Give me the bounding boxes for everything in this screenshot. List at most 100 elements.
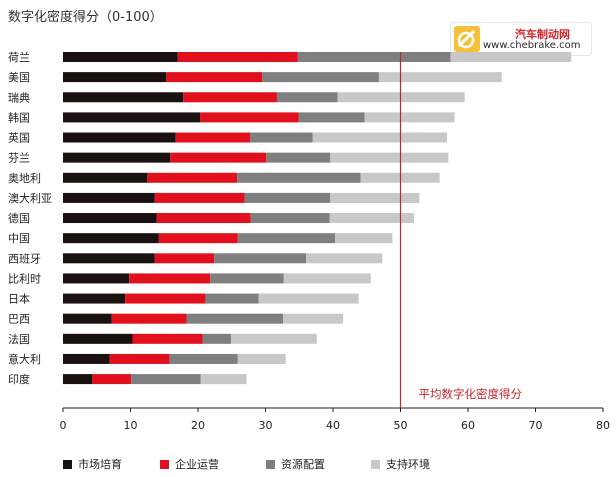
logo-site-name: 汽车制动网 — [515, 28, 570, 41]
average-reference-label: 平均数字化密度得分 — [419, 387, 523, 401]
bar-segment-series-2 — [132, 333, 203, 344]
bar-segment-series-2 — [154, 253, 215, 264]
bar-segment-series-2 — [92, 374, 132, 385]
bar-segment-series-2 — [125, 293, 206, 304]
bar-segment-series-1 — [63, 172, 148, 183]
legend-swatch — [371, 460, 380, 469]
bar-segment-series-3 — [186, 313, 284, 324]
bar-segment-series-4 — [283, 313, 344, 324]
category-label: 巴西 — [8, 313, 30, 326]
bar-segment-series-2 — [200, 112, 299, 123]
x-tick-label: 30 — [259, 419, 273, 432]
category-label: 西班牙 — [8, 252, 41, 265]
bar-segment-series-4 — [330, 152, 449, 163]
bar-segment-series-2 — [154, 192, 245, 203]
category-label: 比利时 — [8, 272, 41, 285]
legend-item: 资源配置 — [266, 456, 325, 472]
bar-segment-series-2 — [183, 92, 277, 103]
bar-segment-series-3 — [266, 152, 331, 163]
bar-segment-series-3 — [250, 213, 330, 224]
category-label: 韩国 — [8, 110, 30, 124]
bar-segment-series-1 — [63, 313, 112, 324]
bar-segment-series-3 — [202, 333, 232, 344]
bar-segment-series-4 — [200, 374, 247, 385]
bar-segment-series-3 — [131, 374, 201, 385]
bar-segment-series-2 — [166, 72, 263, 83]
x-tick-label: 70 — [529, 419, 543, 432]
legend-swatch — [160, 460, 169, 469]
bar-segment-series-3 — [169, 353, 238, 364]
category-label: 奥地利 — [8, 171, 41, 185]
x-tick-label: 10 — [124, 419, 138, 432]
bar-segment-series-1 — [63, 192, 155, 203]
bar-segment-series-4 — [450, 52, 572, 62]
bar-segment-series-1 — [63, 132, 176, 143]
x-tick-label: 0 — [60, 419, 67, 432]
legend-item: 市场培育 — [63, 456, 122, 472]
x-tick-label: 50 — [394, 419, 408, 432]
category-label: 印度 — [8, 372, 30, 386]
bar-segment-series-3 — [276, 92, 338, 103]
bar-segment-series-2 — [147, 172, 238, 183]
bar-segment-series-3 — [210, 273, 284, 284]
bar-segment-series-4 — [337, 92, 465, 103]
bar-segment-series-2 — [177, 52, 298, 62]
chart-title: 数字化密度得分（0-100） — [8, 10, 163, 25]
bar-segment-series-3 — [205, 293, 259, 304]
x-tick-label: 60 — [461, 419, 475, 432]
legend-label: 企业运营 — [175, 458, 219, 471]
bar-segment-series-4 — [378, 72, 502, 83]
bar-segment-series-4 — [312, 132, 448, 143]
bar-segment-series-3 — [244, 192, 331, 203]
bar-segment-series-1 — [63, 92, 184, 103]
legend-label: 市场培育 — [78, 458, 122, 471]
x-tick-label: 40 — [326, 419, 340, 432]
category-label: 英国 — [8, 131, 30, 145]
bar-segment-series-4 — [258, 293, 359, 304]
bar-segment-series-1 — [63, 152, 171, 163]
bar-segment-series-3 — [249, 132, 313, 143]
category-label: 法国 — [8, 332, 30, 346]
bar-segment-series-2 — [111, 313, 187, 324]
bar-segment-series-3 — [214, 253, 306, 264]
bar-segment-series-3 — [262, 72, 379, 83]
category-label: 美国 — [8, 71, 30, 84]
bar-segment-series-2 — [158, 233, 238, 244]
bar-segment-series-4 — [330, 192, 420, 203]
bar-segment-series-4 — [306, 253, 383, 264]
bar-segment-series-4 — [335, 233, 393, 244]
legend-item: 支持环境 — [371, 456, 430, 472]
bar-segment-series-2 — [129, 273, 211, 284]
bar-segment-series-4 — [231, 333, 317, 344]
bar-segment-series-1 — [63, 213, 157, 224]
x-tick-label: 80 — [596, 419, 610, 432]
bar-segment-series-1 — [63, 253, 155, 264]
brake-icon — [454, 26, 480, 52]
bar-segment-series-2 — [109, 353, 170, 364]
bar-segment-series-4 — [329, 213, 414, 224]
bar-segment-series-3 — [237, 233, 336, 244]
category-label: 荷兰 — [8, 51, 30, 64]
chebrake-logo: 汽车制动网 www.chebrake.com — [450, 22, 592, 56]
bar-segment-series-1 — [63, 233, 159, 244]
bar-segment-series-2 — [156, 213, 251, 224]
category-label: 澳大利亚 — [8, 191, 52, 205]
bar-segment-series-1 — [63, 293, 126, 304]
category-label: 芬兰 — [8, 152, 30, 165]
bar-segment-series-1 — [63, 72, 167, 83]
legend-item: 企业运营 — [160, 456, 219, 472]
bar-segment-series-1 — [63, 52, 178, 62]
legend-label: 支持环境 — [386, 458, 430, 471]
bar-segment-series-4 — [364, 112, 455, 123]
bar-segment-series-3 — [237, 172, 361, 183]
category-label: 瑞典 — [8, 90, 30, 104]
bar-segment-series-1 — [63, 112, 201, 123]
logo-url: www.chebrake.com — [483, 40, 581, 51]
category-label: 中国 — [8, 232, 30, 245]
legend-label: 资源配置 — [281, 458, 325, 471]
bar-segment-series-4 — [237, 353, 286, 364]
category-label: 德国 — [8, 211, 30, 225]
bar-segment-series-2 — [175, 132, 250, 143]
legend-swatch — [63, 460, 72, 469]
x-tick-label: 20 — [191, 419, 205, 432]
